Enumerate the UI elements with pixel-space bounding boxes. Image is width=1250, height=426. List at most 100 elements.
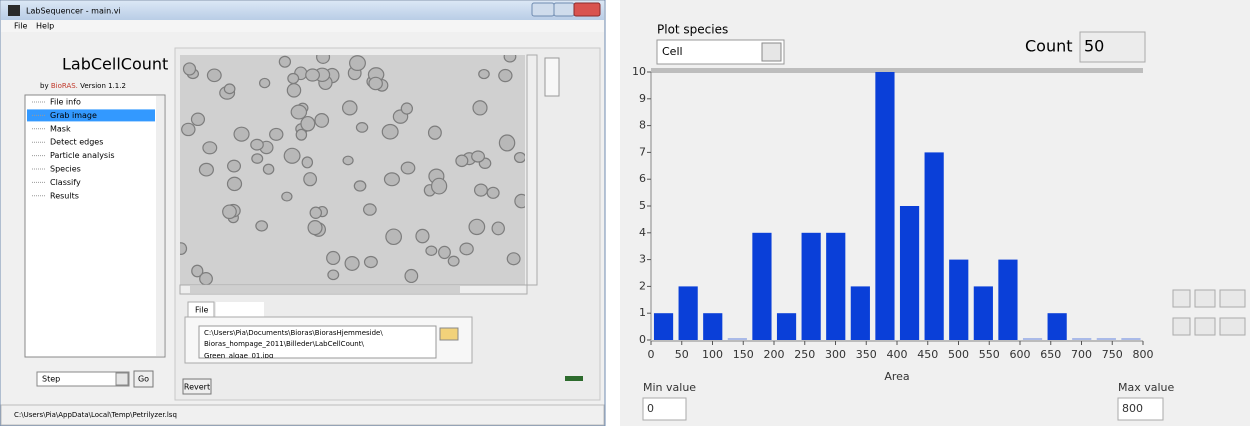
status-text: C:\Users\Pia\AppData\Local\Temp\Petrilyz… [14, 411, 177, 419]
step-item[interactable]: Grab image [50, 111, 97, 120]
tab-blank[interactable] [216, 302, 264, 317]
image-tools[interactable] [544, 57, 560, 97]
bar [973, 286, 993, 340]
credit: by BioRAS. Version 1.1.2 [40, 82, 126, 90]
cell [305, 68, 320, 82]
cell [514, 193, 525, 209]
bar [826, 232, 846, 340]
cell [286, 83, 302, 98]
bar [924, 152, 944, 340]
cell [363, 203, 377, 216]
x-tick-label: 200 [764, 348, 785, 361]
step-item[interactable]: Mask [50, 124, 71, 133]
minimize-button[interactable] [531, 2, 555, 17]
dropdown-arrow[interactable] [115, 372, 129, 386]
path-box [198, 325, 437, 359]
cell [385, 228, 402, 246]
step-item[interactable]: Detect edges [50, 138, 103, 147]
cell [427, 125, 442, 140]
step-item[interactable]: Results [50, 191, 79, 200]
cell [455, 154, 469, 168]
cell [503, 55, 517, 63]
cell [300, 115, 316, 132]
step-item[interactable]: File info [50, 98, 81, 107]
cell [295, 128, 308, 141]
hscroll-thumb[interactable] [190, 286, 460, 293]
graph-tool[interactable] [1219, 289, 1246, 308]
window-title: LabSequencer - main.vi [26, 7, 121, 16]
cell [307, 220, 323, 236]
max-value: 800 [1122, 402, 1143, 415]
status-bar [0, 404, 605, 426]
close-button[interactable] [573, 2, 601, 17]
graph-tool[interactable] [1194, 317, 1216, 336]
step-dropdown[interactable] [36, 371, 130, 387]
step-item[interactable]: Species [50, 165, 81, 174]
go-button[interactable] [133, 370, 154, 388]
y-tick-label: 8 [639, 119, 646, 132]
cell [251, 153, 264, 164]
graph-tool[interactable] [1219, 317, 1246, 336]
cell [344, 255, 360, 271]
y-tick-label: 4 [639, 226, 646, 239]
graph-tool[interactable] [1194, 289, 1216, 308]
x-tick-label: 500 [948, 348, 969, 361]
cell [471, 150, 485, 163]
cell [404, 268, 419, 284]
cell [269, 127, 284, 141]
bar [776, 313, 797, 340]
cell [233, 126, 250, 142]
x-tick-label: 400 [887, 348, 908, 361]
y-tick-label: 1 [639, 306, 646, 319]
cell [415, 228, 430, 244]
menu-bar [1, 20, 604, 32]
revert-button[interactable] [182, 378, 212, 395]
x-tick-label: 450 [917, 348, 938, 361]
cell [430, 177, 448, 195]
bar [875, 72, 895, 340]
cell [349, 55, 366, 72]
cell [486, 186, 500, 199]
min-label: Min value [643, 381, 696, 394]
min-box[interactable] [642, 397, 687, 421]
step-item[interactable]: Classify [50, 178, 81, 187]
bar [801, 232, 821, 340]
cell [259, 77, 271, 89]
graph-tool[interactable] [1172, 289, 1191, 308]
cell [255, 220, 269, 232]
x-tick-label: 50 [675, 348, 689, 361]
y-tick-label: 10 [632, 65, 646, 78]
cell [400, 161, 416, 175]
app-window: LabSequencer - main.vi File Help LabCell… [0, 0, 606, 426]
species-value: Cell [662, 45, 683, 58]
path-line: C:\Users\Pia\Documents\Bioras\BiorasHjem… [204, 329, 383, 337]
x-tick-label: 150 [733, 348, 754, 361]
step-dropdown-text: Step [42, 375, 60, 384]
bar [752, 232, 772, 340]
browse-button[interactable] [439, 327, 459, 341]
graph-tool[interactable] [1172, 317, 1191, 336]
cell [478, 68, 490, 80]
bar [653, 313, 674, 340]
status-led [565, 376, 583, 381]
cell [314, 113, 330, 128]
step-item[interactable]: Particle analysis [50, 151, 115, 160]
image-vscroll[interactable] [526, 54, 538, 286]
dropdown-arrow[interactable] [761, 42, 782, 62]
bar [1022, 338, 1043, 340]
bar [1047, 313, 1067, 340]
cell [301, 156, 314, 169]
list-scrollbar[interactable] [156, 96, 164, 356]
max-box[interactable] [1117, 397, 1164, 421]
menu-item[interactable]: Help [36, 22, 54, 31]
bar [1096, 338, 1116, 340]
app-icon [8, 5, 20, 16]
maximize-button[interactable] [553, 2, 575, 17]
cell [327, 269, 340, 281]
cell [506, 252, 521, 266]
menu-item[interactable]: File [14, 22, 27, 31]
cell [223, 83, 236, 95]
credit-brand: BioRAS. [51, 82, 78, 90]
